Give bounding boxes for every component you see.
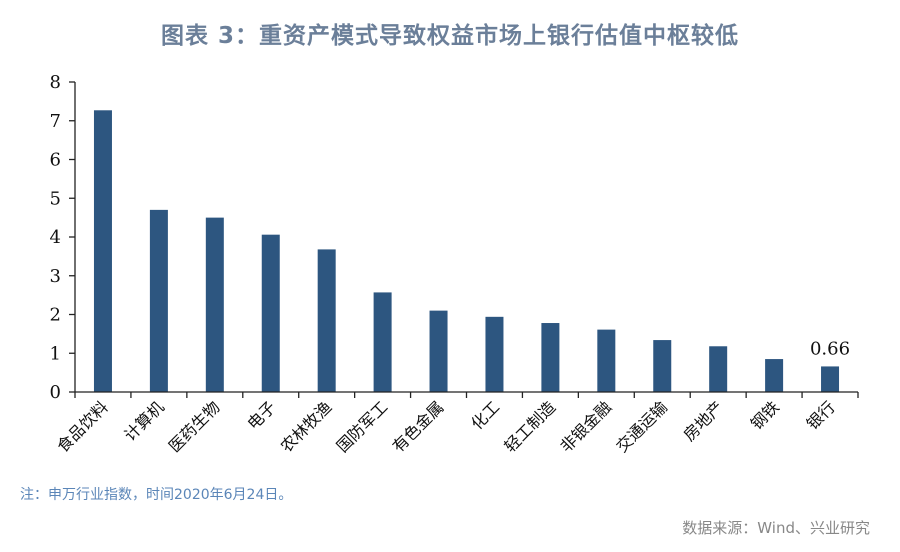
x-category-label: 食品饮料 [53,397,112,456]
y-tick-label: 7 [50,111,61,132]
bar [485,316,504,392]
y-tick-label: 1 [50,343,61,364]
y-tick-label: 0 [50,382,61,403]
chart-title: 图表 3：重资产模式导致权益市场上银行估值中枢较低 [160,23,739,49]
bar [765,359,784,392]
data-labels: 0.66 [810,338,850,359]
x-category-label: 电子 [244,397,280,433]
x-category-label: 计算机 [120,397,167,444]
x-category-label: 国防军工 [333,397,392,456]
y-tick-label: 6 [50,150,61,171]
bar [205,217,224,392]
y-tick-label: 5 [50,188,61,209]
x-category-label: 交通运输 [612,397,671,456]
x-category-label: 医药生物 [165,397,224,456]
x-category-label: 轻工制造 [501,397,560,456]
bar [429,310,448,392]
chart-source: 数据来源：Wind、兴业研究 [682,519,870,537]
bar [597,329,616,392]
data-label: 0.66 [810,338,850,359]
bar [821,366,840,392]
x-category-label: 银行 [803,397,839,433]
bar [93,110,112,392]
bars [93,110,840,392]
bar [709,346,728,392]
bar [653,340,672,392]
y-axis: 0 1 2 3 4 5 6 7 8 [50,72,76,403]
bar [373,292,392,392]
x-category-label: 农林牧渔 [277,397,336,456]
x-category-label: 有色金属 [389,397,448,456]
bar [541,323,560,392]
x-category-label: 钢铁 [747,397,783,433]
y-tick-label: 3 [50,266,61,287]
x-category-label: 化工 [467,397,503,433]
x-category-label: 非银金融 [556,397,615,456]
chart-note: 注：申万行业指数，时间2020年6月24日。 [20,487,293,503]
x-axis: 食品饮料 计算机医药生物 电子农林牧渔国防军工有色金属 化工轻工制造非银金融交通运输房… [53,391,859,456]
x-category-label: 房地产 [680,397,727,444]
bar [317,249,336,392]
y-tick-label: 8 [50,72,61,93]
bar [149,209,168,392]
bar [261,234,280,392]
y-tick-label: 4 [50,227,61,248]
y-tick-label: 2 [50,305,61,326]
